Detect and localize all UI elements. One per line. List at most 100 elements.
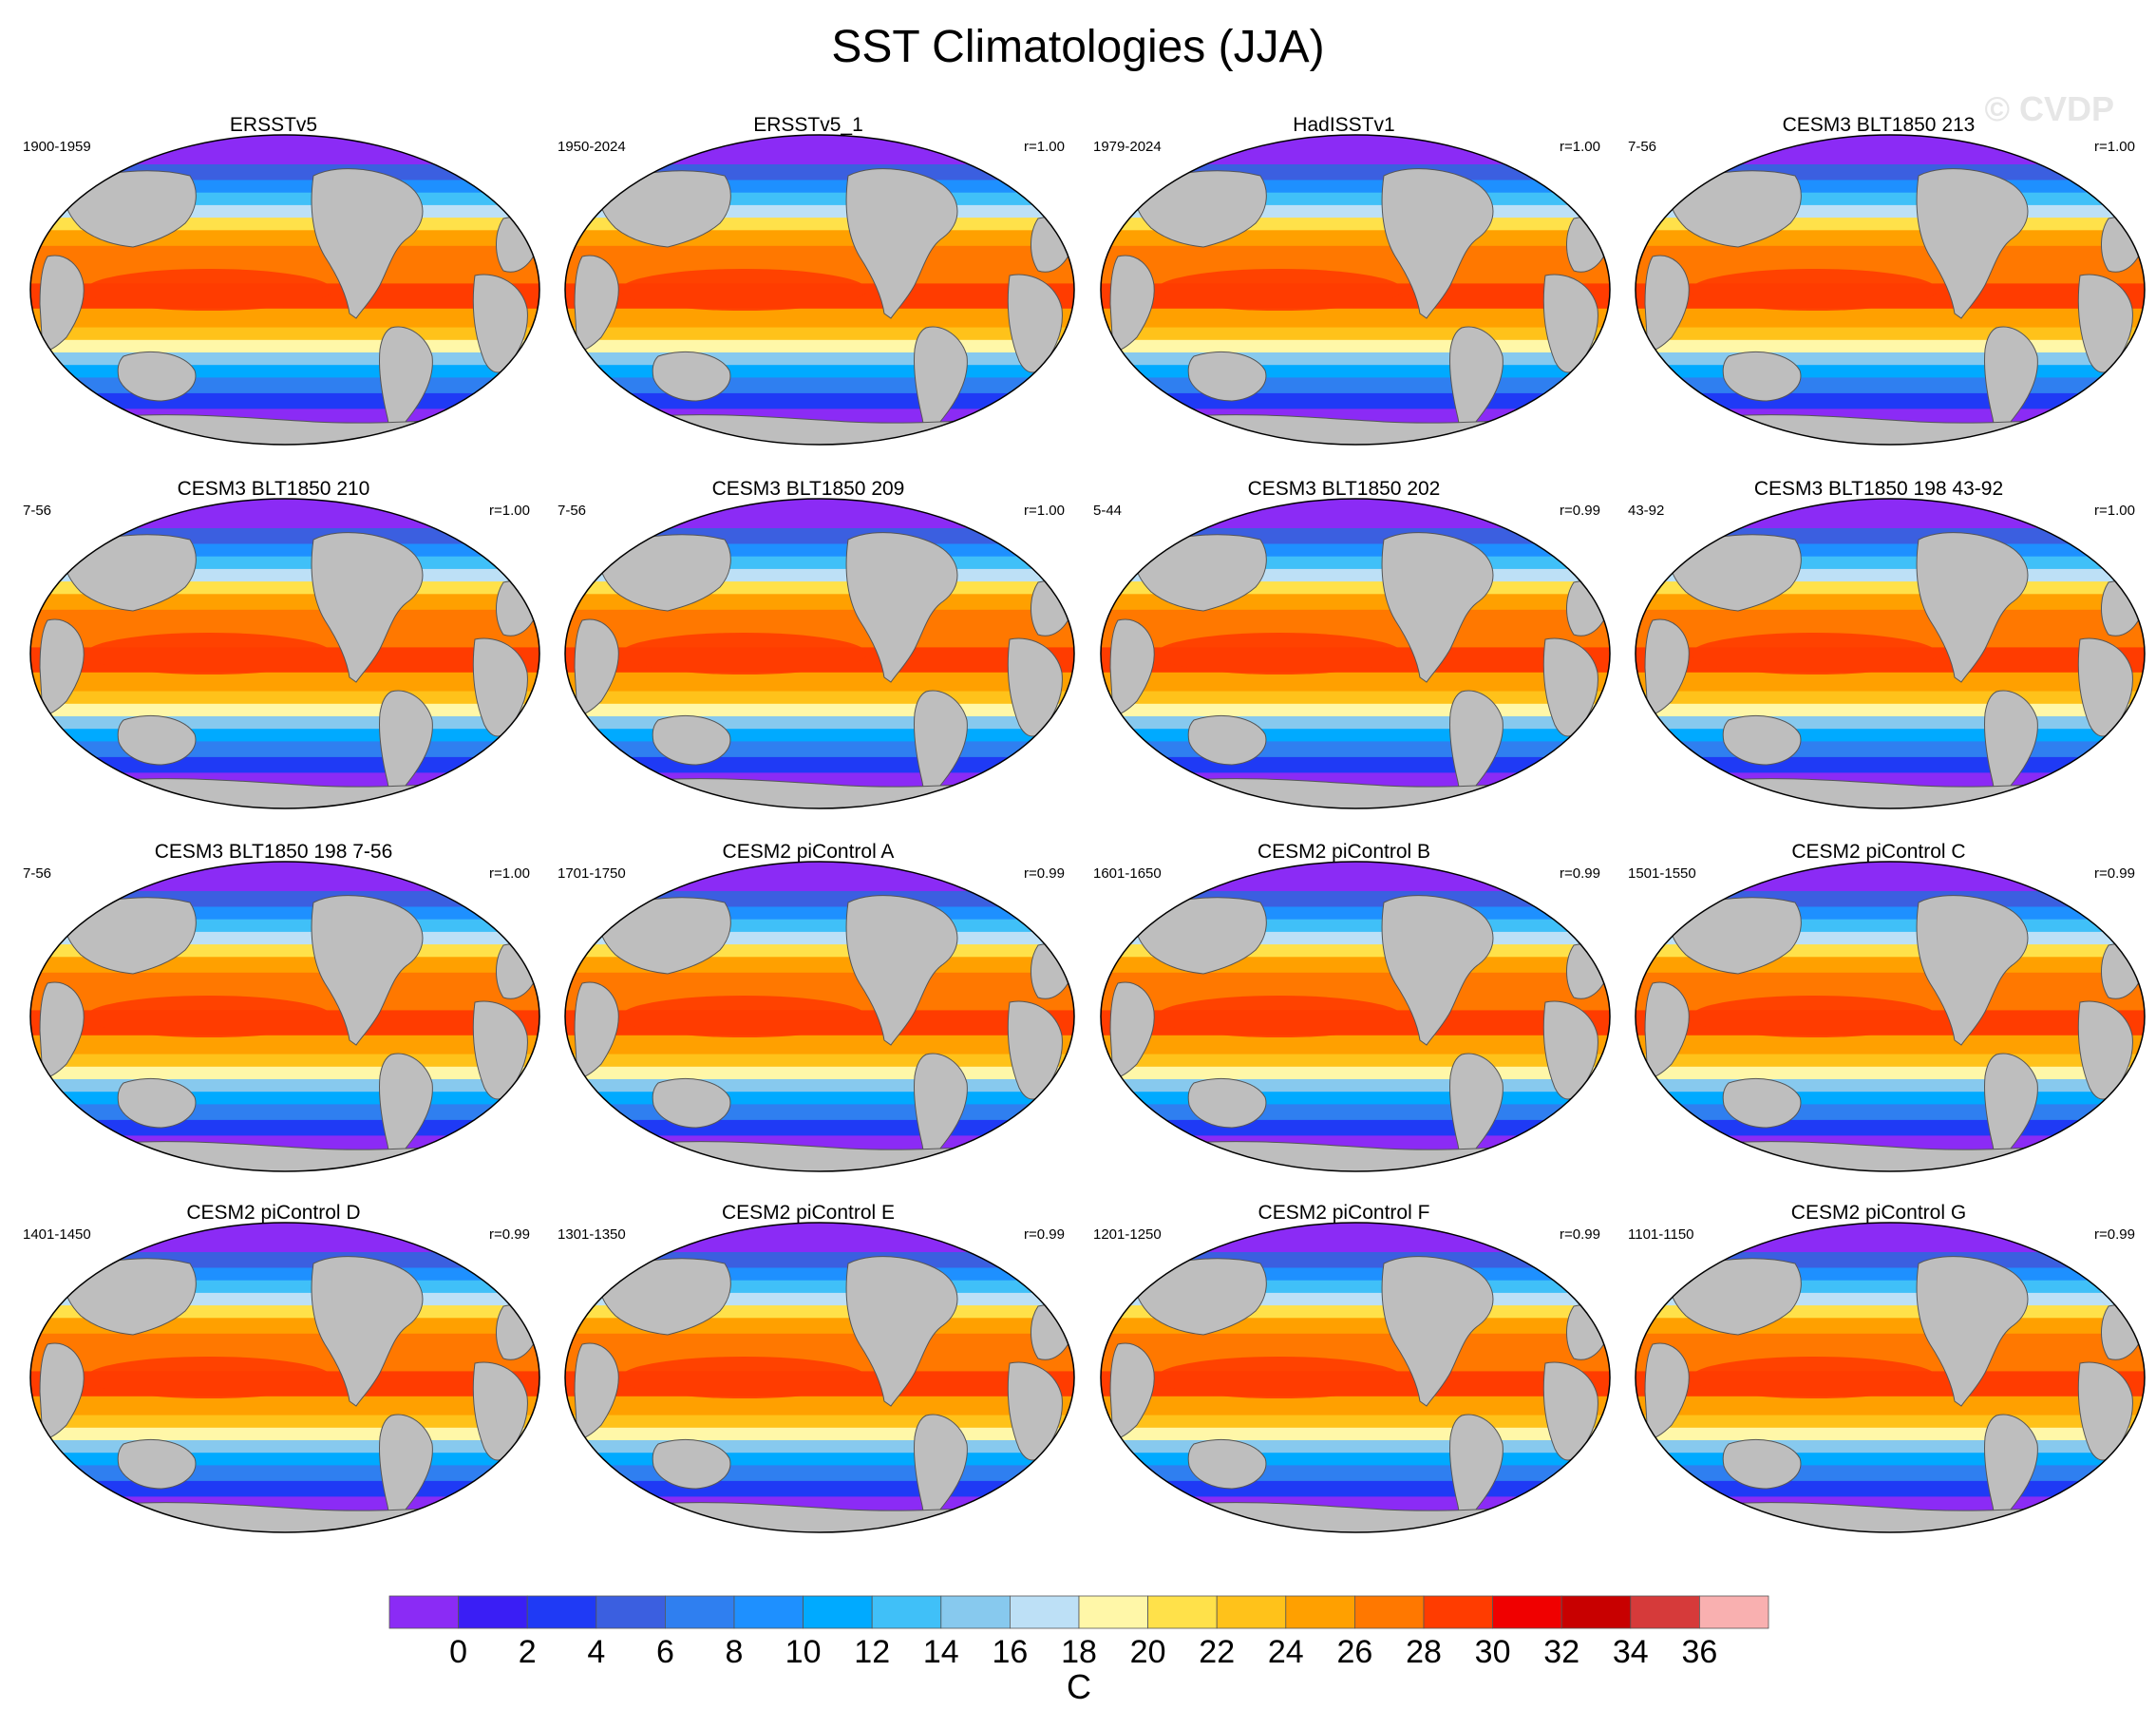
land-mass — [1644, 255, 1690, 352]
sst-band — [1636, 308, 2145, 329]
sst-band — [1636, 1453, 2145, 1467]
land-mass — [1109, 1342, 1155, 1440]
panel-correlation: r=0.99 — [1560, 503, 1600, 519]
sst-band — [565, 1104, 1074, 1121]
panel-period: 1601-1650 — [1093, 865, 1162, 882]
land-mass — [574, 618, 619, 716]
figure-title: SST Climatologies (JJA) — [831, 22, 1325, 72]
sst-band — [30, 1415, 539, 1429]
sst-band — [1101, 327, 1610, 341]
colorbar-tick-label: 8 — [726, 1634, 744, 1670]
map-panel: CESM2 piControl B 1601-1650 r=0.99 — [1080, 841, 1611, 1173]
sst-band — [1636, 1104, 2145, 1121]
sst-band — [1636, 741, 2145, 758]
panel-title: CESM2 piControl G — [1790, 1202, 1967, 1224]
sst-band — [565, 1092, 1074, 1106]
map-panel: CESM3 BLT1850 198 7-56 7-56 r=1.00 — [9, 841, 540, 1173]
colorbar-swatch — [1423, 1595, 1493, 1629]
sst-band — [565, 1035, 1074, 1055]
sst-band — [1636, 528, 2145, 545]
sst-band — [565, 135, 1074, 165]
sst-band — [1636, 1465, 2145, 1482]
land-mass — [311, 895, 424, 1046]
warm-pool — [1156, 269, 1403, 311]
land-mass — [311, 1256, 424, 1407]
sst-band — [1101, 352, 1610, 367]
sst-band — [1101, 691, 1610, 705]
sst-band — [1636, 1092, 2145, 1106]
sst-band — [565, 164, 1074, 181]
map-outline — [1100, 1222, 1611, 1533]
panel-title: CESM2 piControl C — [1791, 841, 1966, 863]
colorbar-swatch — [1492, 1595, 1562, 1629]
sst-band — [1101, 1396, 1610, 1416]
sst-band — [30, 1035, 539, 1055]
colorbar-swatch — [733, 1595, 804, 1629]
panel-title: CESM2 piControl A — [722, 841, 895, 863]
colorbar-tick-label: 10 — [785, 1634, 822, 1670]
sst-band — [1101, 1066, 1610, 1080]
sst-band — [565, 499, 1074, 529]
sst-band — [1101, 1079, 1610, 1093]
map-outline — [1100, 861, 1611, 1172]
colorbar-tick-label: 22 — [1199, 1634, 1235, 1670]
sst-band — [565, 1453, 1074, 1467]
sst-band — [565, 365, 1074, 379]
sst-band — [1636, 691, 2145, 705]
panel-period: 1900-1959 — [23, 139, 91, 155]
colorbar-tick-label: 20 — [1130, 1634, 1166, 1670]
sst-band — [30, 1079, 539, 1093]
panel-period: 43-92 — [1628, 503, 1665, 519]
warm-pool — [620, 269, 867, 311]
sst-band — [1636, 1396, 2145, 1416]
sst-band — [1636, 1252, 2145, 1269]
warm-pool — [85, 269, 332, 311]
warm-pool — [620, 996, 867, 1037]
sst-band — [565, 729, 1074, 743]
land-mass — [652, 351, 731, 402]
sst-band — [1636, 365, 2145, 379]
panel-title: ERSSTv5 — [229, 114, 318, 136]
colorbar-tick-label: 16 — [992, 1634, 1028, 1670]
warm-pool — [1691, 1357, 1938, 1398]
sst-band — [30, 1453, 539, 1467]
map-panel: CESM3 BLT1850 213 7-56 r=1.00 — [1615, 114, 2146, 446]
panel-title: CESM3 BLT1850 213 — [1782, 114, 1976, 136]
panel-title: CESM2 piControl F — [1258, 1202, 1430, 1224]
sst-band — [30, 672, 539, 693]
colorbar-tick-label: 4 — [587, 1634, 605, 1670]
sst-band — [1636, 703, 2145, 717]
panel-correlation: r=0.99 — [1560, 1226, 1600, 1243]
panel-title: ERSSTv5_1 — [753, 114, 863, 136]
panel-correlation: r=0.99 — [489, 1226, 530, 1243]
map-panel: ERSSTv5 1900-1959 — [9, 114, 540, 446]
panel-title: CESM3 BLT1850 198 7-56 — [154, 841, 393, 863]
sst-band — [30, 339, 539, 353]
sst-band — [30, 1066, 539, 1080]
sst-band — [1636, 891, 2145, 908]
warm-pool — [1691, 633, 1938, 674]
map-panel: CESM3 BLT1850 209 7-56 r=1.00 — [544, 478, 1075, 810]
sst-band — [30, 528, 539, 545]
panel-period: 1950-2024 — [558, 139, 626, 155]
sst-band — [30, 1396, 539, 1416]
sst-map — [1635, 861, 2146, 1172]
land-mass — [311, 532, 424, 683]
land-mass — [598, 534, 731, 612]
sst-band — [565, 392, 1074, 410]
warm-pool — [85, 1357, 332, 1398]
sst-band — [1101, 1440, 1610, 1454]
colorbar-swatch — [526, 1595, 597, 1629]
sst-band — [565, 891, 1074, 908]
sst-band — [1101, 703, 1610, 717]
sst-map — [29, 1222, 540, 1533]
land-mass — [845, 1256, 958, 1407]
sst-band — [1101, 365, 1610, 379]
land-mass — [1187, 1077, 1267, 1129]
sst-band — [565, 1427, 1074, 1441]
map-outline — [29, 1222, 540, 1533]
panel-correlation: r=1.00 — [489, 865, 530, 882]
land-mass — [1381, 1256, 1494, 1407]
sst-band — [1101, 1104, 1610, 1121]
warm-pool — [85, 633, 332, 674]
